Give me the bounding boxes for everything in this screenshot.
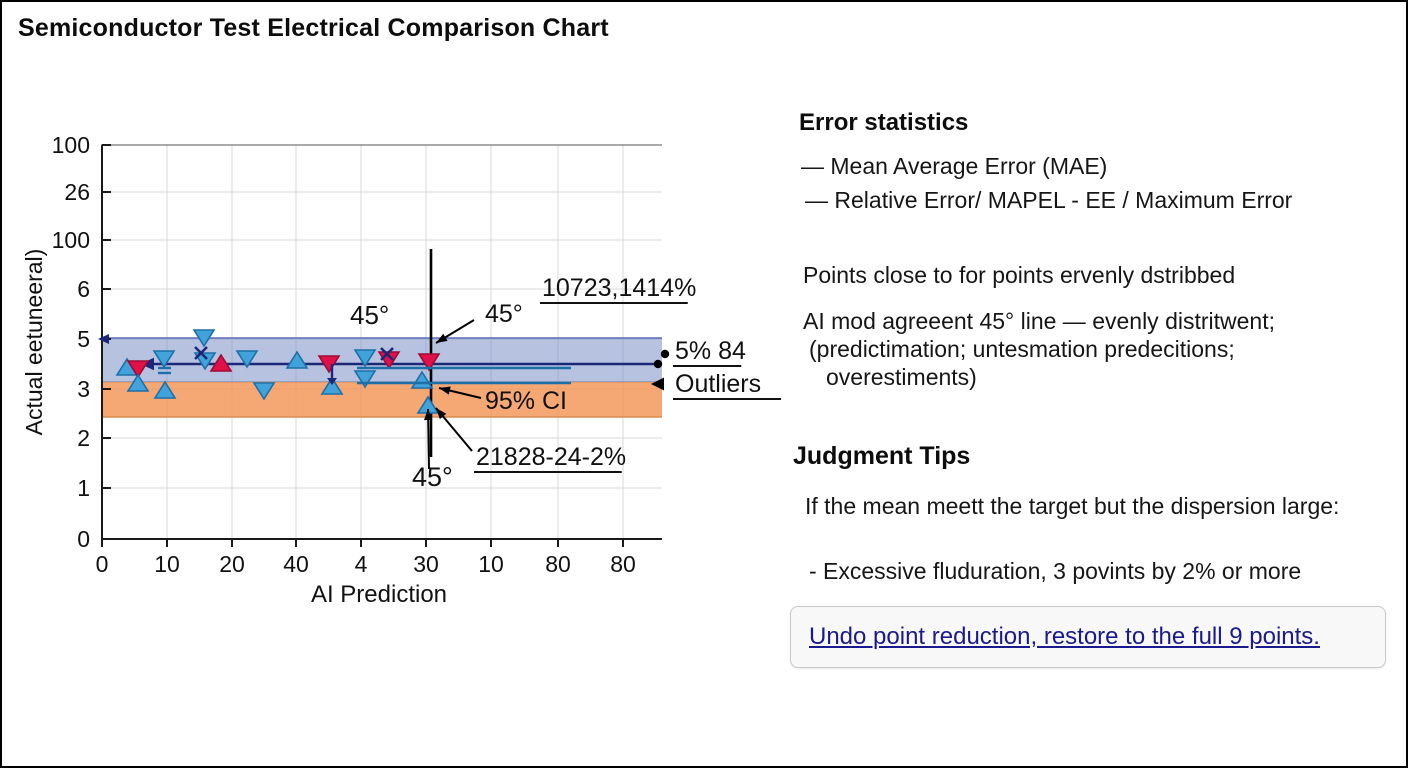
agreement-line-3: overestiments) <box>826 364 977 390</box>
annotation-arrowhead <box>423 409 433 421</box>
undo-point-reduction-link[interactable]: Undo point reduction, restore to the ful… <box>809 623 1320 650</box>
outliers-arrowhead <box>651 377 664 391</box>
y-tick-label: 1 <box>77 475 90 501</box>
scatter-marker-blue-down <box>235 350 259 369</box>
x-mark <box>194 346 208 360</box>
y-tick-label: 0 <box>77 526 90 552</box>
x-mark <box>380 347 394 361</box>
callout-dot <box>660 349 670 359</box>
x-tick-label: 30 <box>413 551 439 577</box>
chart-annotation: 45° <box>412 462 453 492</box>
y-tick-label: 3 <box>77 376 90 402</box>
agreement-line-2: (predictimation; untesmation predecition… <box>809 336 1235 362</box>
y-tick-label: 5 <box>77 326 90 352</box>
x-tick-label: 0 <box>96 551 109 577</box>
chart-annotation: 5% 84 <box>675 337 746 365</box>
chart-annotation: 45° <box>485 300 523 328</box>
scatter-marker-red-down <box>317 355 341 374</box>
scatter-marker-blue-down <box>192 329 216 348</box>
relative-error-bullet: — Relative Error/ MAPEL - EE / Maximum E… <box>805 187 1293 213</box>
x-tick-label: 40 <box>283 551 309 577</box>
judgment-tips-heading: Judgment Tips <box>793 442 971 470</box>
scatter-marker-blue-up <box>126 373 150 392</box>
page-title: Semiconductor Test Electrical Comparison… <box>18 14 609 42</box>
scatter-marker-blue-up <box>320 376 344 395</box>
y-tick-label: 26 <box>64 179 90 205</box>
undo-box: Undo point reduction, restore to the ful… <box>790 606 1386 668</box>
x-tick-label: 4 <box>355 551 368 577</box>
navy-left-arrowhead <box>98 334 109 344</box>
navy-down-arrowhead <box>327 378 337 385</box>
scatter-marker-red-down <box>126 360 150 379</box>
annotation-arrowhead <box>436 333 448 343</box>
y-axis-title: Actual eetuneeral) <box>21 249 47 436</box>
scatter-marker-blue-down <box>353 370 377 389</box>
judgment-bullet: - Excessive fluduration, 3 povints by 2%… <box>809 558 1302 584</box>
scatter-marker-blue-down <box>252 382 276 401</box>
y-tick-label: 6 <box>77 276 90 302</box>
y-tick-label: 2 <box>77 425 90 451</box>
chart-annotation: 10723,1414% <box>542 274 696 302</box>
annotation-arrowhead <box>436 408 447 420</box>
agreement-line-1: AI mod agreeent 45° line — evenly distri… <box>803 308 1275 334</box>
chart-annotation: 21828-24-2% <box>476 443 626 471</box>
points-paragraph: Points close to for points ervenly dstri… <box>803 262 1236 288</box>
x-tick-label: 80 <box>545 551 571 577</box>
y-tick-label: 100 <box>52 227 90 253</box>
x-tick-label: 20 <box>219 551 245 577</box>
chart-annotation: 45° <box>350 300 389 330</box>
scatter-marker-blue-down <box>152 350 176 369</box>
scatter-marker-blue-down <box>193 352 217 371</box>
error-statistics-heading: Error statistics <box>799 109 969 136</box>
chart-annotation: Outliers <box>675 370 761 398</box>
y-tick-label: 100 <box>52 132 90 158</box>
chart-annotation: 95% CI <box>485 387 567 415</box>
scatter-marker-red-down <box>417 353 441 372</box>
x-tick-label: 80 <box>610 551 636 577</box>
annotation-arrowhead <box>439 386 451 395</box>
callout-dot <box>653 359 663 369</box>
scatter-marker-red-up <box>209 353 233 372</box>
x-tick-label: 10 <box>154 551 180 577</box>
judgment-line: If the mean meett the target but the dis… <box>805 493 1340 519</box>
x-tick-label: 10 <box>478 551 504 577</box>
x-axis-title: AI Prediction <box>311 581 447 608</box>
scatter-marker-blue-down <box>353 349 377 368</box>
scatter-marker-blue-up <box>285 350 309 369</box>
ci-band-lower <box>102 382 662 417</box>
scatter-marker-blue-up <box>153 380 177 399</box>
mae-bullet: — Mean Average Error (MAE) <box>801 153 1108 179</box>
